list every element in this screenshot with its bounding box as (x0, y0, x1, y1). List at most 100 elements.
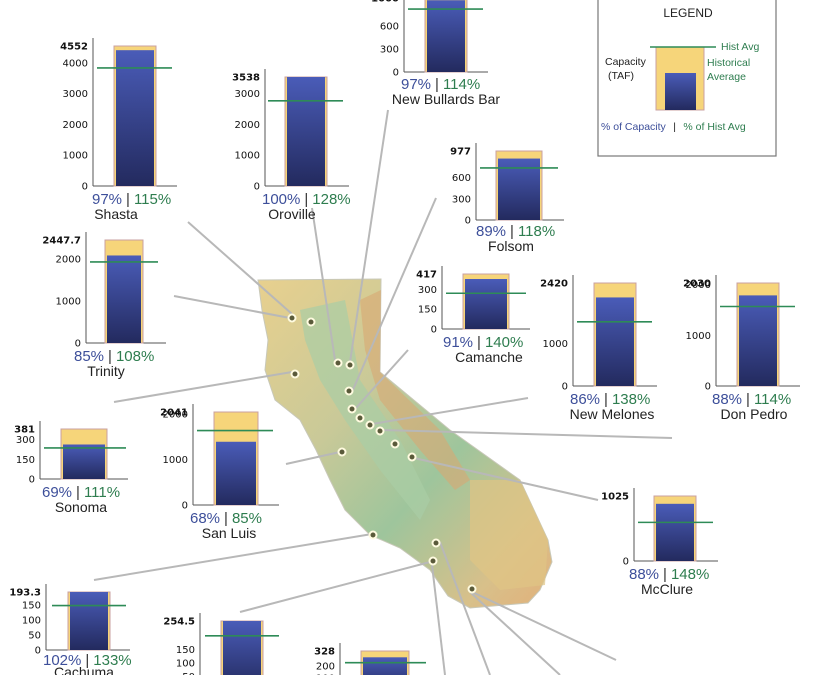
pct-separator: | (604, 391, 608, 408)
capacity-tick-label: 4552 (60, 42, 88, 53)
reservoir-marker[interactable] (347, 404, 357, 414)
reservoir-chart: 0 300 600 1000 97%|114%New Bullards Bar (371, 0, 500, 107)
storage-bar[interactable] (216, 441, 256, 505)
pct-separator: | (126, 191, 130, 208)
pct-capacity: 68% (190, 510, 220, 527)
reservoir-name: San Luis (202, 525, 256, 541)
reservoir-marker[interactable] (306, 317, 316, 327)
reservoir-marker[interactable] (345, 360, 355, 370)
pct-capacity: 91% (443, 334, 473, 351)
reservoir-marker[interactable] (375, 426, 385, 436)
reservoir-chart: 0100200328 (314, 643, 426, 675)
y-tick-label: 1000 (56, 296, 81, 307)
reservoir-marker[interactable] (290, 369, 300, 379)
storage-bar[interactable] (465, 279, 507, 329)
capacity-tick-label: 2447.7 (42, 236, 81, 247)
y-tick-label: 1000 (686, 331, 711, 342)
reservoir-name: Cachuma (54, 664, 114, 675)
storage-bar[interactable] (223, 621, 261, 675)
pct-capacity: 86% (570, 391, 600, 408)
storage-bar[interactable] (596, 297, 634, 386)
percent-row: 88% | 148% (629, 566, 709, 583)
pct-hist-avg: 111% (84, 484, 120, 501)
legend-historical-label-1: Historical (707, 57, 750, 69)
reservoir-marker[interactable] (333, 358, 343, 368)
reservoir-chart: 050100150254.5 (163, 613, 279, 675)
reservoir-marker[interactable] (287, 313, 297, 323)
pct-hist-avg: 148% (671, 566, 709, 583)
reservoir-marker[interactable] (344, 386, 354, 396)
reservoir-marker[interactable] (337, 447, 347, 457)
legend-storage-swatch (665, 73, 696, 110)
y-tick-label: 50 (182, 672, 195, 675)
reservoir-name: New Bullards Bar (392, 91, 500, 107)
pct-separator: | (746, 391, 750, 408)
y-tick-label: 1000 (235, 151, 260, 162)
legend: LEGEND Capacity (TAF) Hist Avg Historica… (597, 0, 777, 157)
pct-hist-avg: 138% (612, 391, 650, 408)
reservoir-marker[interactable] (355, 413, 365, 423)
percent-row: 68% | 85% (190, 510, 262, 527)
pct-hist-avg: 85% (232, 510, 262, 527)
capacity-tick-label: 417 (416, 270, 437, 281)
pct-capacity: 69% (42, 484, 72, 501)
y-tick-label: 0 (623, 557, 629, 568)
y-tick-label: 0 (75, 339, 81, 350)
capacity-tick-label: 1025 (601, 492, 629, 503)
storage-bar[interactable] (739, 295, 777, 386)
y-tick-label: 2000 (63, 120, 88, 131)
y-tick-label: 150 (22, 600, 41, 611)
reservoir-marker[interactable] (368, 530, 378, 540)
reservoir-marker[interactable] (407, 452, 417, 462)
y-tick-label: 0 (182, 501, 188, 512)
pct-separator: | (510, 223, 514, 240)
reservoir-name: Don Pedro (721, 406, 788, 422)
y-tick-label: 150 (418, 305, 437, 316)
percent-row: 102% | 133% (43, 652, 132, 669)
storage-bar[interactable] (107, 255, 141, 343)
reservoir-name: Trinity (87, 363, 125, 379)
reservoir-name: New Melones (570, 406, 655, 422)
reservoir-markers (287, 313, 477, 594)
reservoir-marker[interactable] (431, 538, 441, 548)
y-tick-label: 0 (562, 382, 568, 393)
reservoir-name: Folsom (488, 238, 534, 254)
storage-bar[interactable] (63, 444, 105, 479)
pct-capacity: 88% (629, 566, 659, 583)
pct-hist-avg: 115% (134, 191, 171, 208)
reservoir-marker[interactable] (428, 556, 438, 566)
y-tick-label: 3000 (235, 89, 260, 100)
storage-bar[interactable] (427, 0, 465, 72)
storage-bar[interactable] (70, 592, 108, 650)
pct-separator: | (663, 566, 667, 583)
capacity-tick-label: 328 (314, 647, 335, 658)
reservoir-marker[interactable] (467, 584, 477, 594)
percent-row: 89% | 118% (476, 223, 555, 240)
storage-bar[interactable] (287, 77, 325, 186)
percent-row: 100% | 128% (262, 191, 351, 208)
pct-capacity: 85% (74, 348, 104, 365)
storage-bar[interactable] (116, 50, 154, 187)
central-valley (300, 300, 430, 520)
y-tick-label: 0 (82, 182, 88, 193)
storage-bar[interactable] (656, 503, 694, 561)
capacity-tick-label: 2041 (160, 408, 188, 419)
reservoir-chart: 0 300 600 977 89% | 118%Folsom (450, 143, 564, 254)
pct-capacity: 97% (92, 191, 122, 208)
y-tick-label: 1000 (63, 151, 88, 162)
storage-bar[interactable] (498, 158, 540, 220)
pct-capacity: 97% (401, 76, 431, 93)
reservoir-marker[interactable] (390, 439, 400, 449)
capacity-tick-label: 977 (450, 147, 471, 158)
percent-row: 88% | 114% (712, 391, 791, 408)
capacity-tick-label: 2030 (683, 279, 711, 290)
reservoir-name: Camanche (455, 349, 523, 365)
storage-bar[interactable] (363, 657, 407, 675)
y-tick-label: 0 (431, 325, 437, 336)
reservoir-marker[interactable] (365, 420, 375, 430)
pct-hist-avg: 128% (312, 191, 350, 208)
capacity-tick-label: 381 (14, 425, 35, 436)
